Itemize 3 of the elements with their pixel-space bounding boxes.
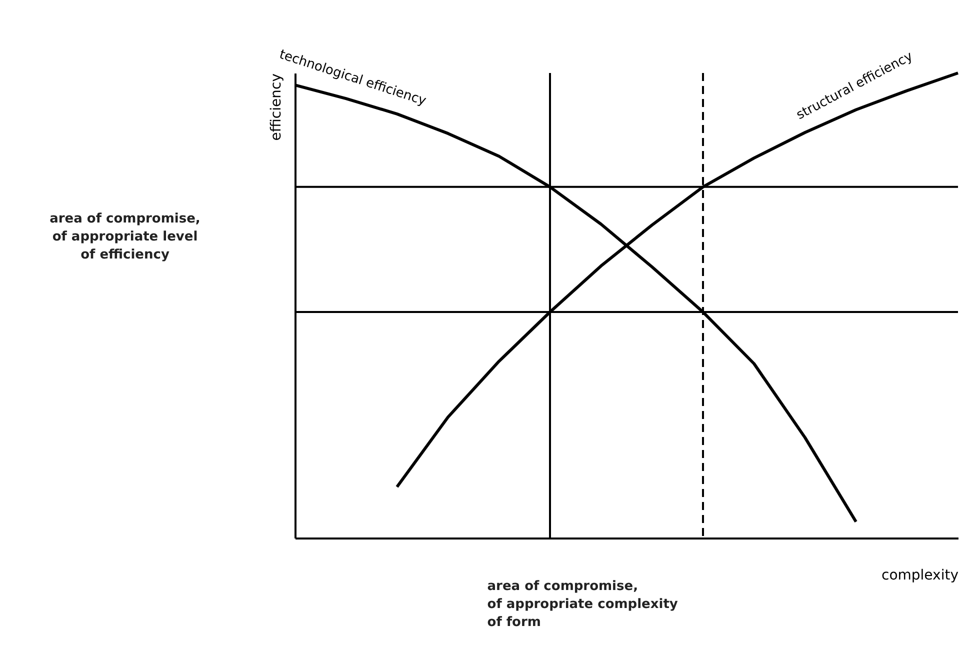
text: area of compromise, of appropriate level of efficiency (50, 212, 200, 262)
x-axis-title: complexity (882, 568, 958, 584)
text: area of compromise, of appropriate complexity of form (487, 579, 678, 630)
